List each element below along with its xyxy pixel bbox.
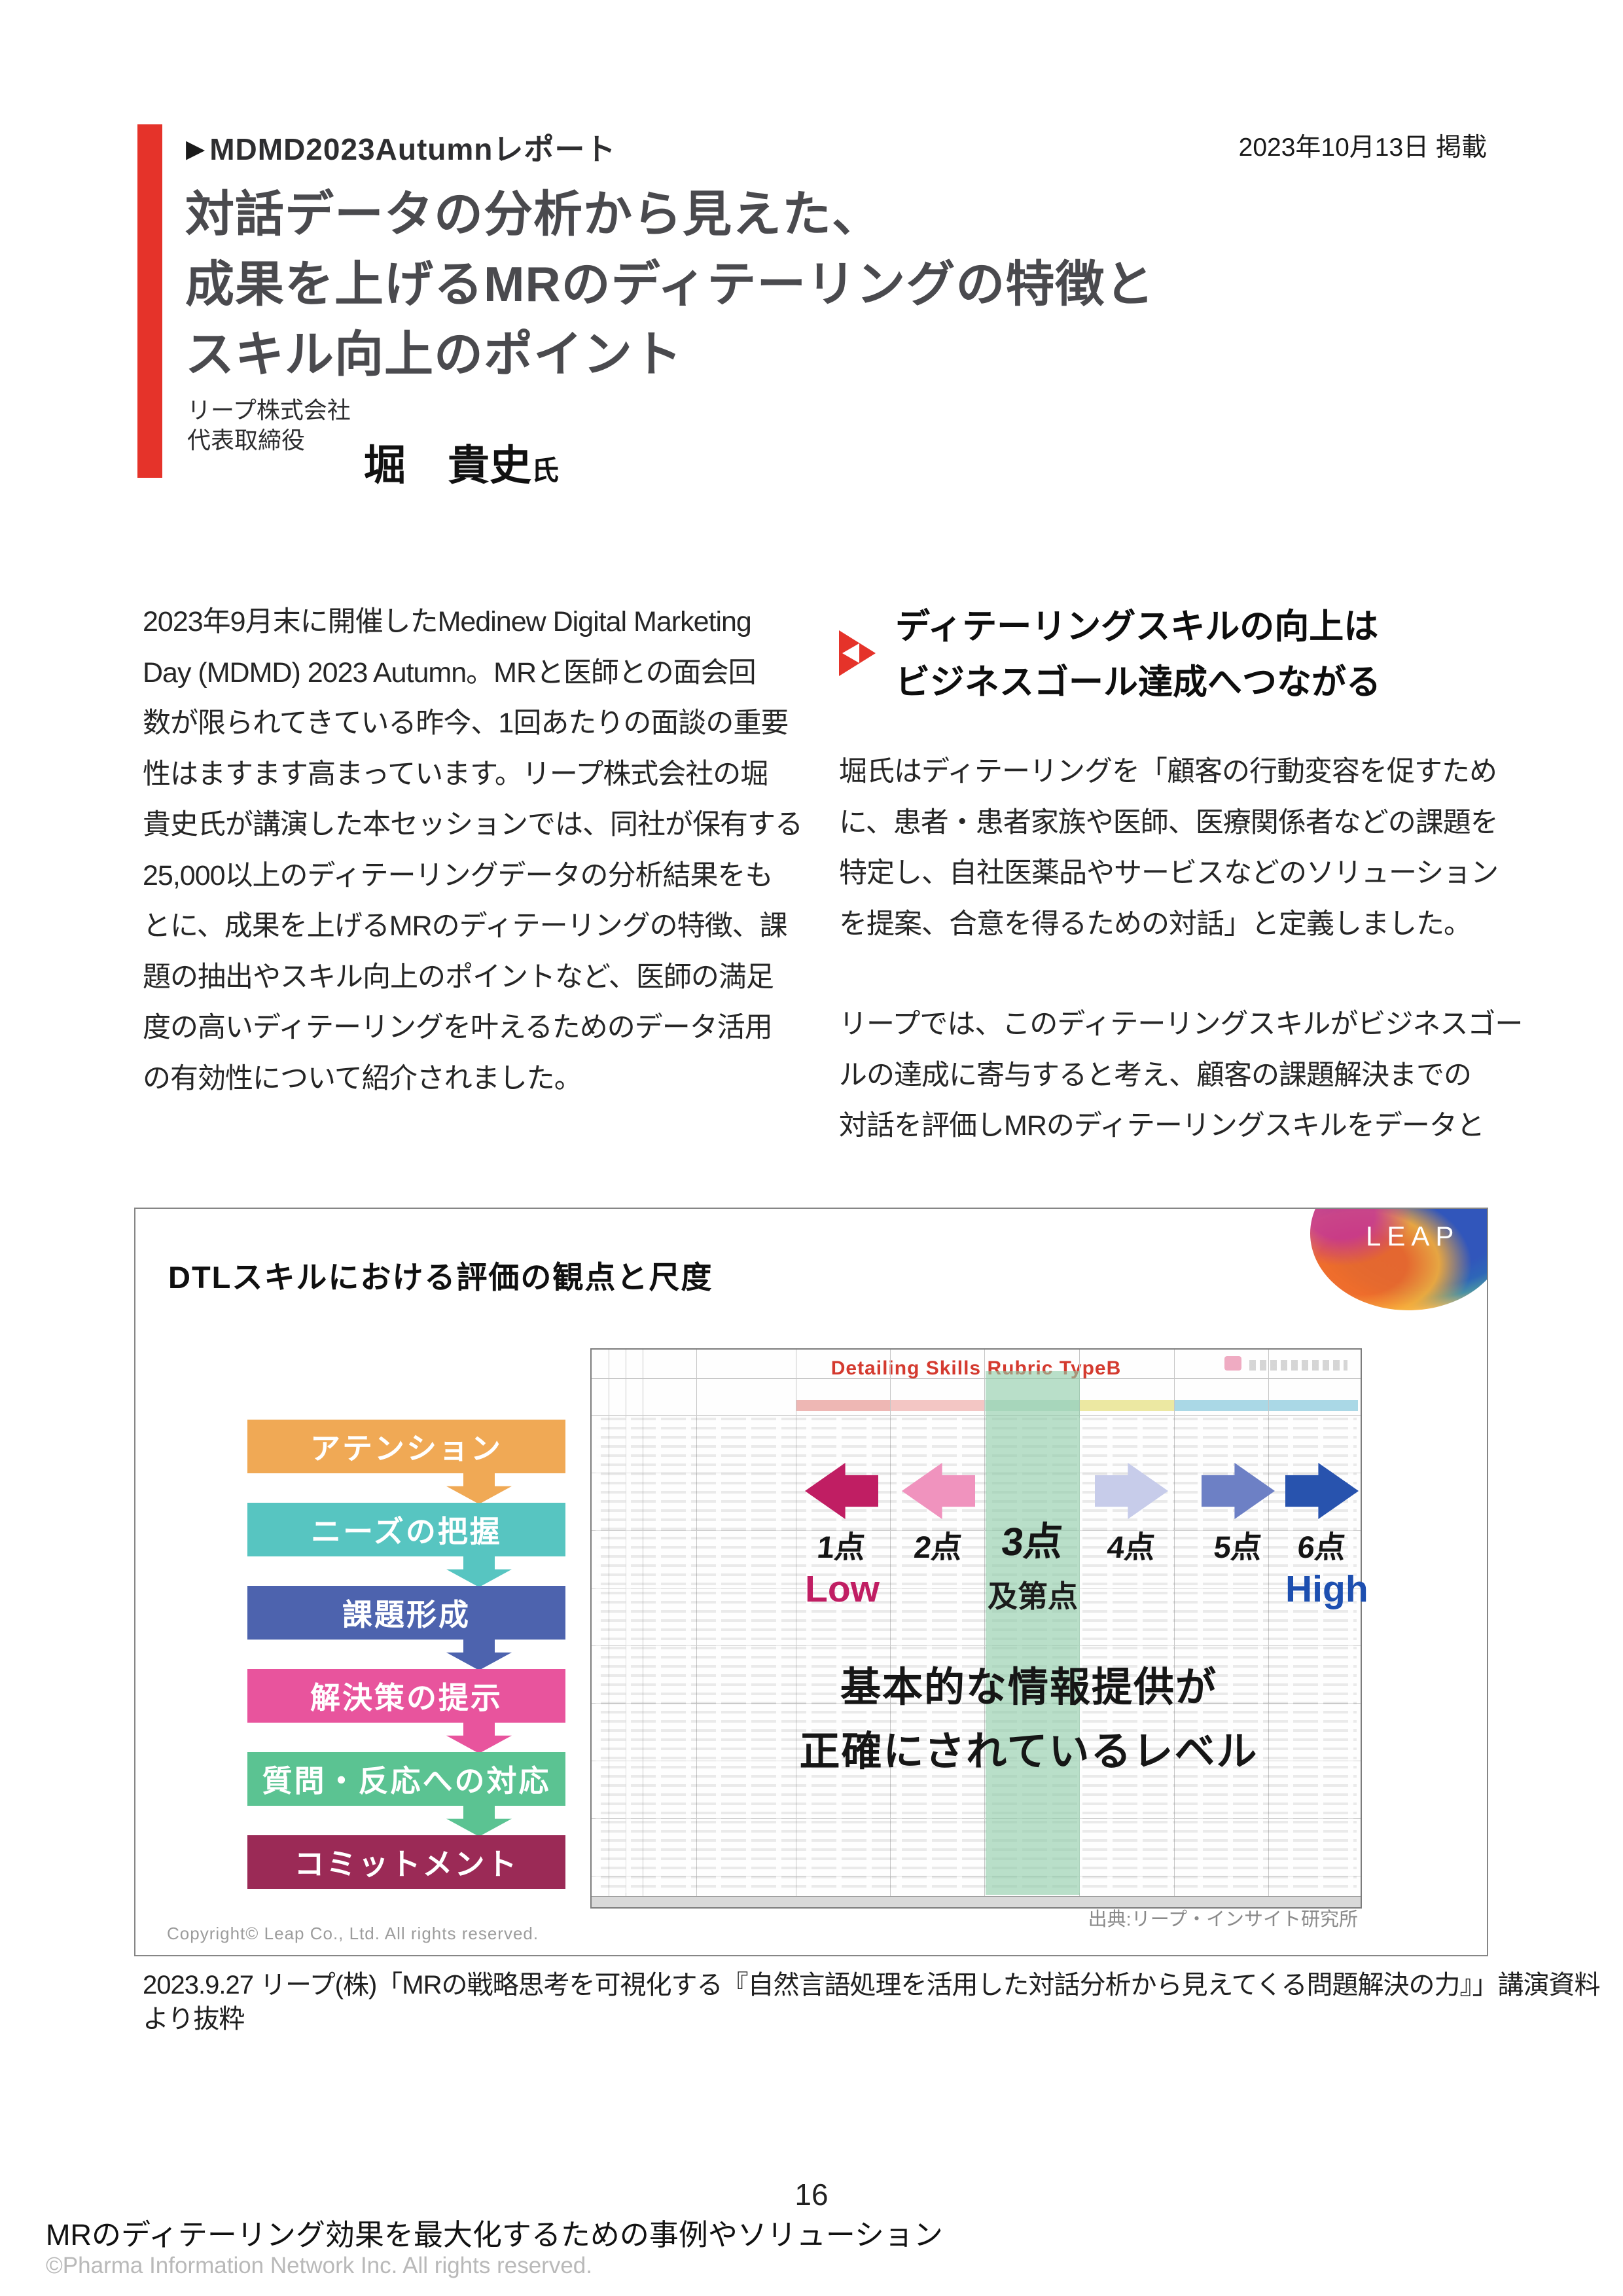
pass-score-highlight-band xyxy=(986,1371,1080,1895)
flow-step-commitment: コミットメント xyxy=(247,1835,565,1889)
rubric-header-rule xyxy=(592,1378,1361,1379)
author-name-text: 堀 貴史 xyxy=(364,442,531,489)
figure-annotation-line: 正確にされているレベル xyxy=(799,1729,1258,1774)
rubric-header-strip xyxy=(890,1400,984,1411)
body-line: とに、成果を上げるMRのディテーリングの特徴、課 xyxy=(143,910,788,942)
figure-caption-line: より抜粋 xyxy=(143,2005,245,2034)
score-label-6: 6点 xyxy=(1296,1530,1347,1564)
kicker-triangle-icon: ▶ xyxy=(186,135,206,163)
body-line: 堀氏はディテーリングを「顧客の行動変容を促すため xyxy=(839,756,1497,787)
body-line: ルの達成に寄与すると考え、顧客の課題解決までの xyxy=(839,1059,1472,1091)
title-line: 対話データの分析から見えた、 xyxy=(185,187,882,242)
page-number: 16 xyxy=(794,2178,829,2212)
flow-down-arrow-icon xyxy=(446,1640,512,1670)
accent-bar xyxy=(137,124,162,478)
body-line: 25,000以上のディテーリングデータの分析結果をも xyxy=(143,859,774,891)
author-company: リープ株式会社 xyxy=(187,397,351,423)
rubric-table-title: Detailing Skills Rubric TypeB xyxy=(830,1357,1122,1379)
body-line: に、患者・患者家族や医師、医療関係者などの課題を xyxy=(839,806,1499,838)
body-line: リープでは、このディテーリングスキルがビジネスゴー xyxy=(839,1009,1523,1040)
flow-down-arrow-icon xyxy=(446,1473,512,1504)
author-role: 代表取締役 xyxy=(187,427,306,454)
author-honorific: 氏 xyxy=(531,455,560,486)
figure-source-note: 出典:リープ・インサイト研究所 xyxy=(1088,1909,1358,1930)
rubric-scrollbar xyxy=(592,1896,1361,1907)
section-heading-line: ビジネスゴール達成へつながる xyxy=(895,663,1381,702)
rubric-header-strip xyxy=(796,1400,890,1411)
author-affiliation: リープ株式会社 代表取締役 xyxy=(187,395,351,456)
flow-down-arrow-icon xyxy=(446,1556,512,1587)
body-line: 特定し、自社医薬品やサービスなどのソリューション xyxy=(839,857,1499,889)
kicker-label: MDMD2023Autumnレポート xyxy=(209,132,616,166)
section-heading-line: ディテーリングスキルの向上は xyxy=(895,607,1379,646)
score-label-1: 1点 xyxy=(815,1530,867,1564)
flow-step-issue: 課題形成 xyxy=(247,1586,565,1640)
body-line: を提案、合意を得るための対話」と定義しました。 xyxy=(839,908,1472,940)
body-line: 数が限られてきている昨今、1回あたりの面談の重要 xyxy=(143,708,789,739)
section-heading: ディテーリングスキルの向上は ビジネスゴール達成へつながる xyxy=(895,599,1381,710)
rubric-logo-icon xyxy=(1224,1356,1241,1371)
title-line: 成果を上げるMRのディテーリングの特徴と xyxy=(185,257,1155,312)
figure-annotation-line: 基本的な情報提供が xyxy=(840,1665,1217,1710)
score-label-4: 4点 xyxy=(1105,1530,1157,1564)
kicker: ▶ MDMD2023Autumnレポート xyxy=(186,126,616,169)
scale-high-label: High xyxy=(1285,1568,1368,1610)
score-label-2: 2点 xyxy=(912,1530,964,1564)
scale-pass-label: 及第点 xyxy=(988,1579,1078,1613)
body-line: 2023年9月末に開催したMedinew Digital Marketing xyxy=(143,606,752,637)
body-line: 度の高いディテーリングを叶えるためのデータ活用 xyxy=(143,1012,773,1043)
body-line: 対話を評価しMRのディテーリングスキルをデータと xyxy=(839,1110,1485,1141)
flow-down-arrow-icon xyxy=(446,1806,512,1837)
footer-copyright: ©Pharma Information Network Inc. All rig… xyxy=(46,2253,592,2278)
body-line: 題の抽出やスキル向上のポイントなど、医師の満足 xyxy=(143,961,774,993)
flow-step-needs: ニーズの把握 xyxy=(247,1503,565,1556)
figure-dtl-skill-scale: DTLスキルにおける評価の観点と尺度 LEAP Detailing Skills… xyxy=(134,1208,1488,1956)
leap-logo-text: LEAP xyxy=(1366,1221,1460,1251)
publish-date: 2023年10月13日 掲載 xyxy=(1238,134,1487,162)
body-line: 性はますます高まっています。リープ株式会社の堀 xyxy=(143,758,768,790)
rubric-header-strip xyxy=(1079,1400,1174,1411)
body-line: Day (MDMD) 2023 Autumn。MRと医師との面会回 xyxy=(143,656,757,689)
flow-down-arrow-icon xyxy=(446,1723,512,1753)
rubric-header-strip xyxy=(1174,1400,1268,1411)
body-column-left: 2023年9月末に開催したMedinew Digital Marketing D… xyxy=(143,597,803,1104)
rubric-header-strip xyxy=(1268,1400,1358,1411)
body-line: 貴史氏が講演した本セッションでは、同社が保有する xyxy=(143,809,803,840)
figure-copyright: Copyright© Leap Co., Ltd. All rights res… xyxy=(167,1924,539,1943)
body-column-right-para2: リープでは、このディテーリングスキルがビジネスゴー ルの達成に寄与すると考え、顧… xyxy=(839,999,1523,1152)
flow-step-solution: 解決策の提示 xyxy=(247,1669,565,1723)
rubric-logo-text-blur xyxy=(1249,1360,1347,1371)
flow-step-attention: アテンション xyxy=(247,1420,565,1473)
body-column-right-para1: 堀氏はディテーリングを「顧客の行動変容を促すため に、患者・患者家族や医師、医療… xyxy=(839,747,1500,950)
author-name: 堀 貴史氏 xyxy=(364,432,559,492)
page-title: 対話データの分析から見えた、 成果を上げるMRのディテーリングの特徴と スキル向… xyxy=(185,179,1154,389)
body-line: の有効性について紹介されました。 xyxy=(143,1062,582,1094)
flow-step-response: 質問・反応への対応 xyxy=(247,1752,565,1806)
footer-service-line: MRのディテーリング効果を最大化するための事例やソリューション xyxy=(46,2218,943,2251)
score-label-3: 3点 xyxy=(999,1520,1065,1564)
score-label-5: 5点 xyxy=(1212,1530,1264,1564)
figure-caption-line: 2023.9.27 リープ(株)「MRの戦略思考を可視化する『自然言語処理を活用… xyxy=(143,1971,1601,2000)
title-line: スキル向上のポイント xyxy=(185,327,683,382)
rubric-table-image: Detailing Skills Rubric TypeB xyxy=(590,1348,1362,1909)
figure-title: DTLスキルにおける評価の観点と尺度 xyxy=(168,1260,713,1295)
scale-low-label: Low xyxy=(805,1568,880,1610)
